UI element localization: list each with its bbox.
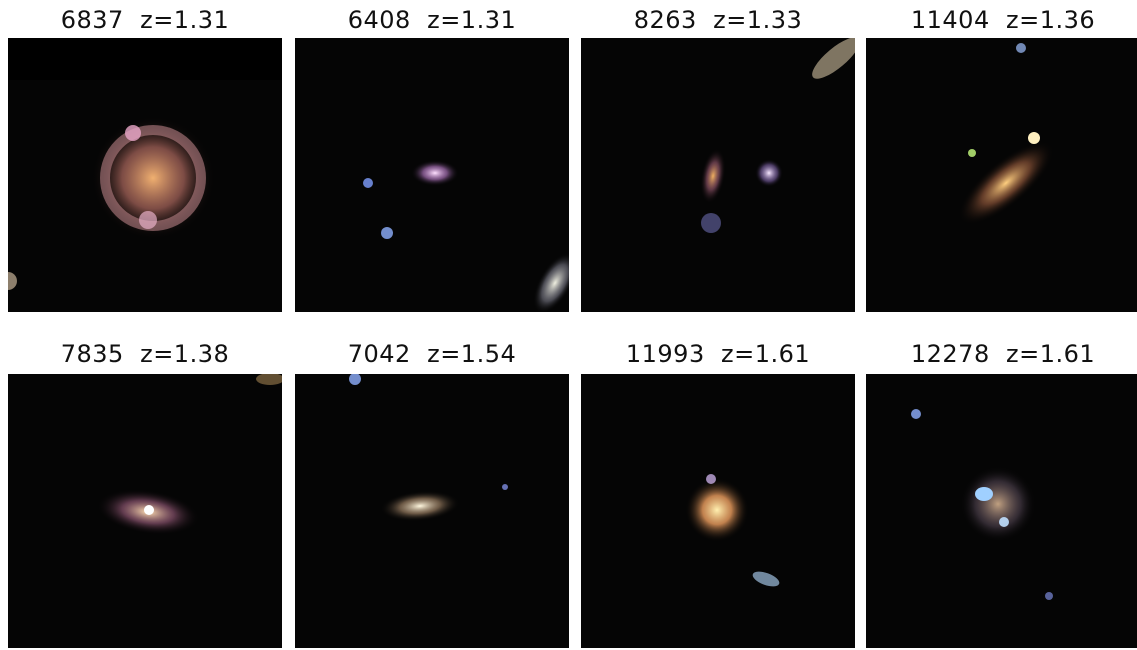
galaxy-image-6408: [363, 160, 569, 312]
galaxy-image-7042: [349, 374, 508, 522]
galaxy-image-6837: [8, 38, 282, 290]
galaxy-id: 12278: [910, 340, 990, 368]
galaxy-image-11404: [957, 43, 1055, 226]
panel-label: 6837 z=1.31: [8, 6, 282, 34]
galaxy-image-12278: [911, 409, 1053, 600]
redshift: z=1.36: [1005, 6, 1096, 34]
panel-label: 11993 z=1.61: [581, 340, 855, 368]
galaxy-id: 11404: [910, 6, 990, 34]
redshift: z=1.61: [1005, 340, 1096, 368]
galaxy-image-11993: [685, 474, 780, 587]
galaxy-id: 11993: [625, 340, 705, 368]
redshift: z=1.61: [720, 340, 811, 368]
panel-label: 12278 z=1.61: [866, 340, 1137, 368]
panel-label: 11404 z=1.36: [866, 6, 1137, 34]
panel-label: 7042 z=1.54: [295, 340, 569, 368]
galaxy-id: 7835: [60, 340, 124, 368]
redshift: z=1.31: [427, 6, 517, 34]
galaxy-image: [295, 374, 569, 648]
galaxy-id: 8263: [633, 6, 697, 34]
galaxy-id: 7042: [347, 340, 411, 368]
galaxy-image: [581, 38, 855, 312]
galaxy-image: [866, 38, 1137, 312]
panel-label: 7835 z=1.38: [8, 340, 282, 368]
galaxy-image: [581, 374, 855, 648]
galaxy-image: [295, 38, 569, 312]
panel-label: 8263 z=1.33: [581, 6, 855, 34]
galaxy-image-7835: [96, 374, 282, 535]
redshift: z=1.31: [140, 6, 230, 34]
galaxy-image: [866, 374, 1137, 648]
galaxy-id: 6837: [60, 6, 124, 34]
galaxy-image: [8, 374, 282, 648]
redshift: z=1.38: [140, 340, 230, 368]
galaxy-id: 6408: [347, 6, 411, 34]
redshift: z=1.33: [713, 6, 803, 34]
panel-label: 6408 z=1.31: [295, 6, 569, 34]
redshift: z=1.54: [427, 340, 517, 368]
galaxy-image: [8, 38, 282, 312]
galaxy-image-8263: [700, 38, 855, 233]
